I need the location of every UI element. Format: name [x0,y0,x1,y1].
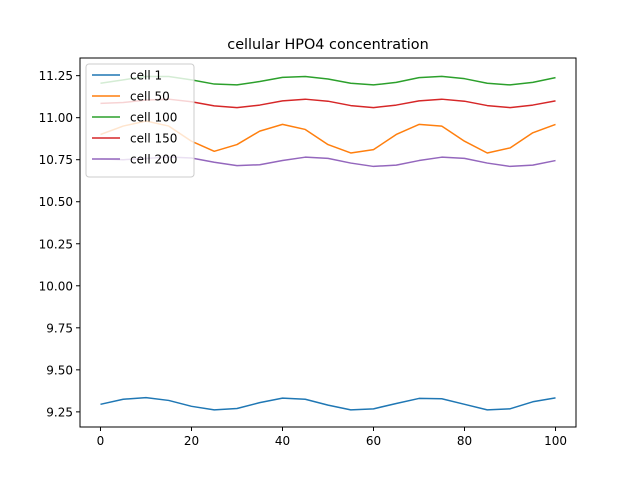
series-line-cell-1 [100,396,556,411]
y-tick-label: 10.50 [39,195,73,209]
y-tick-label: 9.25 [46,405,73,419]
chart-title: cellular HPO4 concentration [227,37,428,53]
y-tick-label: 10.00 [39,279,73,293]
axes-layer: 0 20 40 60 80 100 9.25 9.50 9.75 10.00 10.25 10.50 1… [39,57,577,448]
y-tick-label: 11.00 [39,111,73,125]
legend-label: cell 1 [130,69,162,83]
y-tick-label: 9.50 [46,363,73,377]
x-tick-label: 40 [275,434,290,448]
x-tick-label: 60 [366,434,381,448]
x-tick-label: 100 [544,434,567,448]
y-tick-label: 11.25 [39,69,73,83]
legend-box [85,63,195,178]
y-tick-label: 9.75 [46,321,73,335]
plot-frame [79,57,577,428]
y-tick-label: 10.75 [39,153,73,167]
x-tick-label: 80 [457,434,472,448]
y-tick-label: 10.25 [39,237,73,251]
legend-label: cell 100 [130,111,177,125]
legend-label: cell 150 [130,132,177,146]
legend-label: cell 200 [130,153,177,167]
legend-label: cell 50 [130,90,170,104]
x-tick-label: 0 [97,434,105,448]
x-tick-label: 20 [184,434,199,448]
legend: cell 1 cell 50 cell 100 cell 150 cell 200 [85,63,195,178]
